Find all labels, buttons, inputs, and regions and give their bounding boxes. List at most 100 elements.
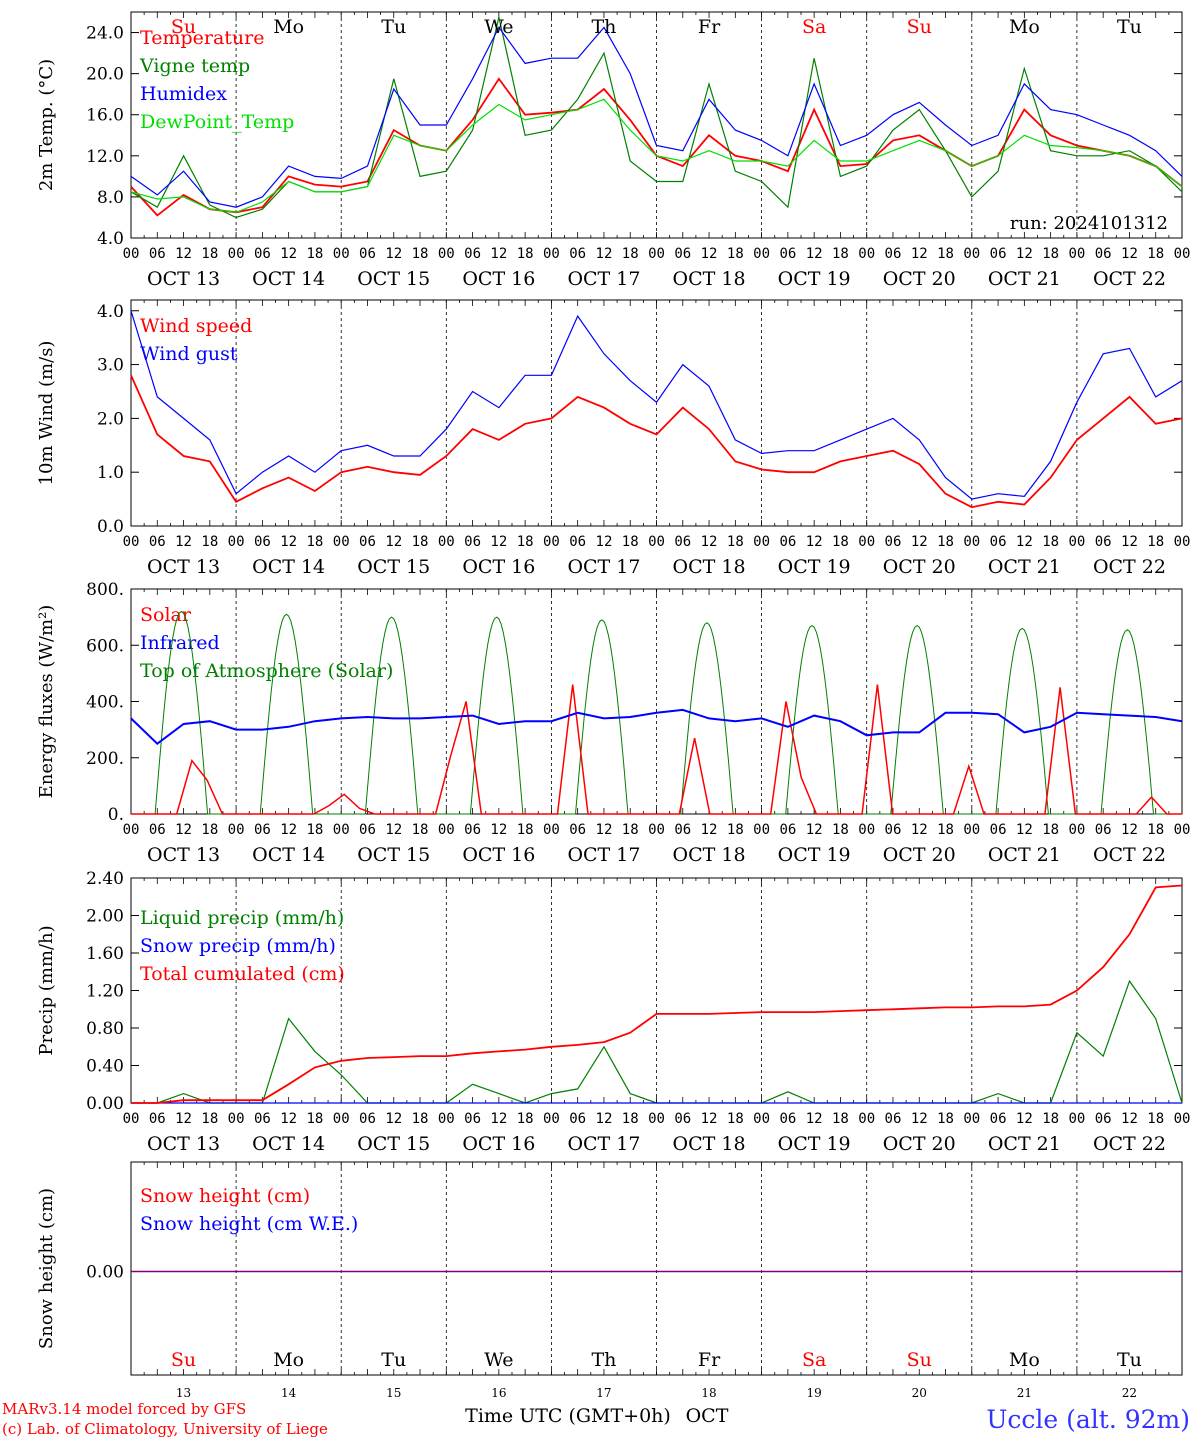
hour-tick-label: 06 (674, 246, 691, 262)
hour-tick-label: 18 (201, 1111, 218, 1127)
legend-entry: DewPoint_Temp (140, 111, 294, 133)
day-number-label: 13 (176, 1386, 191, 1400)
date-label: OCT 17 (567, 556, 640, 578)
hour-tick-label: 06 (254, 534, 271, 550)
hour-tick-label: 18 (517, 822, 534, 838)
hour-tick-label: 00 (1068, 1111, 1085, 1127)
day-number-label: 18 (701, 1386, 716, 1400)
day-number-label: 21 (1017, 1386, 1032, 1400)
hour-tick-label: 18 (201, 246, 218, 262)
hour-tick-label: 00 (1068, 534, 1085, 550)
weekday-label-top: We (484, 16, 513, 38)
hour-tick-label: 12 (701, 534, 718, 550)
hour-tick-label: 18 (412, 534, 429, 550)
date-label: OCT 21 (988, 556, 1061, 578)
hour-tick-label: 06 (254, 1111, 271, 1127)
hour-tick-label: 12 (596, 822, 613, 838)
date-label: OCT 17 (567, 844, 640, 866)
hour-tick-label: 18 (622, 822, 639, 838)
hour-tick-label: 06 (885, 246, 902, 262)
hour-tick-label: 18 (517, 246, 534, 262)
hour-tick-label: 06 (674, 822, 691, 838)
x-axis-label: Time UTC (GMT+0h) (465, 1405, 671, 1427)
hour-tick-label: 18 (306, 534, 323, 550)
weekday-label-bottom: Th (591, 1349, 616, 1371)
legend-entry: Snow height (cm W.E.) (140, 1213, 358, 1235)
hour-tick-label: 00 (753, 1111, 770, 1127)
run-label: run: 2024101312 (1010, 213, 1168, 234)
hour-tick-label: 06 (674, 1111, 691, 1127)
station-label: Uccle (alt. 92m) (986, 1405, 1190, 1434)
hour-tick-label: 18 (1147, 534, 1164, 550)
date-label: OCT 19 (778, 1133, 851, 1155)
hour-tick-label: 12 (175, 822, 192, 838)
date-label: OCT 14 (252, 268, 325, 290)
hour-tick-label: 06 (464, 534, 481, 550)
hour-tick-label: 00 (1174, 1111, 1191, 1127)
date-label: OCT 18 (673, 556, 746, 578)
hour-tick-label: 06 (569, 822, 586, 838)
hour-tick-label: 06 (569, 246, 586, 262)
weekday-label-top: Th (591, 16, 616, 38)
credit-line-2: (c) Lab. of Climatology, University of L… (2, 1420, 328, 1438)
hour-tick-label: 12 (596, 246, 613, 262)
weekday-label-bottom: Fr (698, 1349, 721, 1371)
hour-tick-label: 12 (806, 822, 823, 838)
series-line-dewpoint-temp (130, 98, 1183, 213)
hour-tick-label: 12 (911, 822, 928, 838)
hour-tick-label: 12 (280, 1111, 297, 1127)
weekday-label-top: Su (907, 16, 932, 38)
hour-tick-label: 18 (937, 534, 954, 550)
hour-tick-label: 06 (1095, 822, 1112, 838)
legend-entry: Wind speed (140, 315, 252, 337)
hour-tick-label: 06 (779, 534, 796, 550)
hour-tick-label: 12 (385, 822, 402, 838)
hour-tick-label: 12 (1121, 822, 1138, 838)
y-axis-label: Energy fluxes (W/m²) (36, 605, 57, 799)
hour-tick-label: 18 (412, 1111, 429, 1127)
date-label: OCT 15 (357, 844, 430, 866)
panel-energy: 0. 200. 400. 600. 800. Energy fluxes (W/m²) So… (36, 580, 1190, 866)
legend-entry: Top of Atmosphere (Solar) (140, 660, 393, 682)
hour-tick-label: 06 (885, 1111, 902, 1127)
legend-entry: Vigne temp (139, 55, 250, 77)
date-label: OCT 18 (673, 1133, 746, 1155)
hour-tick-label: 06 (990, 534, 1007, 550)
legend-entry: Humidex (140, 83, 227, 105)
series-line-humidex (130, 26, 1183, 208)
y-axis-label: 10m Wind (m/s) (36, 341, 57, 486)
hour-tick-label: 06 (1095, 1111, 1112, 1127)
date-label: OCT 20 (883, 844, 956, 866)
hour-tick-label: 00 (438, 1111, 455, 1127)
hour-tick-label: 12 (701, 822, 718, 838)
date-label: OCT 16 (462, 556, 535, 578)
day-number-label: 20 (912, 1386, 927, 1400)
date-label: OCT 22 (1093, 556, 1166, 578)
hour-tick-label: 18 (937, 1111, 954, 1127)
hour-tick-label: 00 (543, 822, 560, 838)
hour-tick-label: 12 (490, 534, 507, 550)
day-number-label: 17 (596, 1386, 611, 1400)
date-label: OCT 21 (988, 268, 1061, 290)
weekday-label-bottom: Su (907, 1349, 932, 1371)
hour-tick-label: 06 (885, 534, 902, 550)
date-label: OCT 18 (673, 844, 746, 866)
hour-tick-label: 12 (1121, 534, 1138, 550)
hour-tick-label: 18 (1042, 822, 1059, 838)
hour-tick-label: 18 (727, 534, 744, 550)
date-label: OCT 14 (252, 844, 325, 866)
y-tick-label: 0.0 (97, 517, 124, 537)
hour-tick-label: 06 (885, 822, 902, 838)
date-label: OCT 19 (778, 268, 851, 290)
hour-tick-label: 00 (438, 534, 455, 550)
weekday-label-bottom: Su (171, 1349, 196, 1371)
hour-tick-label: 18 (306, 1111, 323, 1127)
hour-tick-label: 18 (727, 822, 744, 838)
y-tick-label: 2.0 (97, 409, 124, 429)
series-line-solar (131, 684, 1182, 815)
y-tick-label: 24.0 (86, 24, 124, 44)
hour-tick-label: 00 (228, 534, 245, 550)
hour-tick-label: 00 (753, 534, 770, 550)
hour-tick-label: 18 (622, 1111, 639, 1127)
hour-tick-label: 00 (333, 1111, 350, 1127)
